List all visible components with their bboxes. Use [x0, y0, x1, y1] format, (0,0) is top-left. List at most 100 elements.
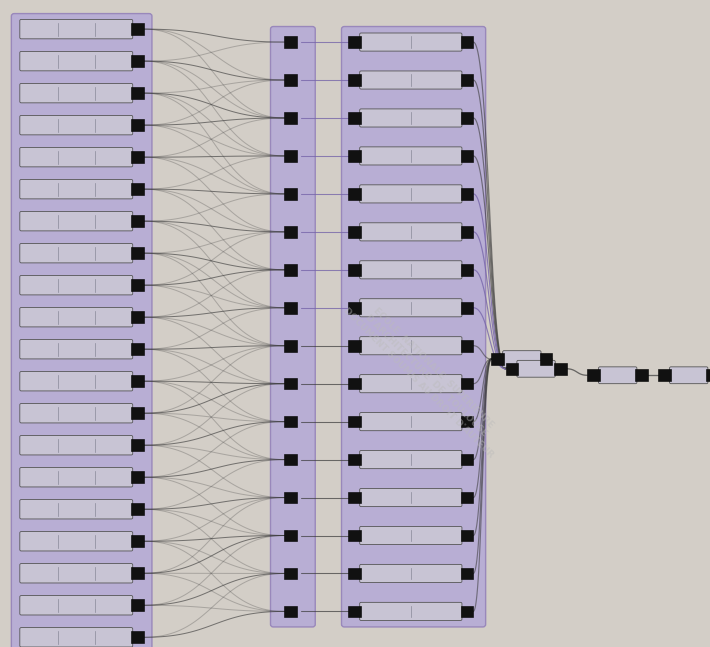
FancyBboxPatch shape	[360, 375, 462, 393]
Bar	[131, 472, 144, 483]
Bar	[131, 151, 144, 163]
Bar	[349, 416, 361, 428]
FancyBboxPatch shape	[342, 27, 486, 627]
Bar	[131, 375, 144, 387]
Bar	[349, 454, 361, 465]
Bar	[131, 536, 144, 547]
Bar	[349, 150, 361, 162]
FancyBboxPatch shape	[360, 223, 462, 241]
Bar	[461, 530, 474, 542]
FancyBboxPatch shape	[20, 148, 133, 167]
Bar	[131, 23, 144, 35]
Bar	[284, 150, 297, 162]
Bar	[461, 188, 474, 200]
Bar	[284, 454, 297, 465]
FancyBboxPatch shape	[11, 14, 152, 647]
Bar	[284, 340, 297, 351]
FancyBboxPatch shape	[20, 19, 133, 39]
Text: ECOLE  NATIONALE  SUPERIEURE
D'ARCHITECTURE  DE  TOULOUSE
DOCUMENT SOUMIS AU DRO: ECOLE NATIONALE SUPERIEURE D'ARCHITECTUR…	[342, 291, 510, 459]
Bar	[461, 74, 474, 86]
Bar	[349, 530, 361, 542]
Bar	[131, 280, 144, 291]
FancyBboxPatch shape	[360, 71, 462, 89]
Bar	[131, 215, 144, 227]
FancyBboxPatch shape	[20, 340, 133, 359]
FancyBboxPatch shape	[360, 261, 462, 279]
Bar	[284, 567, 297, 579]
Bar	[706, 369, 710, 381]
FancyBboxPatch shape	[20, 276, 133, 295]
FancyBboxPatch shape	[20, 404, 133, 423]
FancyBboxPatch shape	[360, 450, 462, 468]
FancyBboxPatch shape	[360, 147, 462, 165]
Bar	[491, 353, 504, 365]
FancyBboxPatch shape	[360, 33, 462, 51]
FancyBboxPatch shape	[360, 336, 462, 355]
FancyBboxPatch shape	[20, 499, 133, 519]
Bar	[131, 55, 144, 67]
Bar	[461, 454, 474, 465]
FancyBboxPatch shape	[360, 602, 462, 620]
FancyBboxPatch shape	[360, 488, 462, 507]
Bar	[284, 378, 297, 389]
Bar	[284, 74, 297, 86]
Bar	[658, 369, 671, 381]
FancyBboxPatch shape	[271, 27, 315, 627]
FancyBboxPatch shape	[20, 371, 133, 391]
Bar	[461, 340, 474, 351]
Bar	[349, 606, 361, 617]
Bar	[284, 302, 297, 314]
FancyBboxPatch shape	[20, 564, 133, 583]
Bar	[131, 311, 144, 323]
Bar	[461, 302, 474, 314]
Bar	[349, 567, 361, 579]
Bar	[540, 353, 552, 365]
Bar	[284, 36, 297, 48]
Bar	[284, 606, 297, 617]
Bar	[349, 264, 361, 276]
FancyBboxPatch shape	[360, 564, 462, 582]
Bar	[131, 600, 144, 611]
Bar	[284, 416, 297, 428]
Bar	[349, 226, 361, 237]
FancyBboxPatch shape	[20, 51, 133, 71]
Bar	[461, 36, 474, 48]
FancyBboxPatch shape	[360, 299, 462, 317]
Bar	[587, 369, 600, 381]
FancyBboxPatch shape	[20, 243, 133, 263]
Bar	[461, 226, 474, 237]
Bar	[554, 363, 567, 375]
FancyBboxPatch shape	[20, 307, 133, 327]
Bar	[461, 416, 474, 428]
Bar	[131, 87, 144, 99]
Bar	[349, 74, 361, 86]
Bar	[349, 36, 361, 48]
FancyBboxPatch shape	[20, 468, 133, 487]
Bar	[461, 264, 474, 276]
FancyBboxPatch shape	[20, 179, 133, 199]
Bar	[461, 378, 474, 389]
Bar	[131, 119, 144, 131]
Bar	[131, 183, 144, 195]
Bar	[131, 439, 144, 451]
FancyBboxPatch shape	[20, 532, 133, 551]
Bar	[461, 112, 474, 124]
FancyBboxPatch shape	[670, 367, 708, 384]
FancyBboxPatch shape	[20, 628, 133, 647]
Bar	[461, 150, 474, 162]
Bar	[284, 264, 297, 276]
FancyBboxPatch shape	[503, 351, 541, 367]
FancyBboxPatch shape	[360, 527, 462, 545]
Bar	[284, 112, 297, 124]
Bar	[284, 188, 297, 200]
FancyBboxPatch shape	[20, 212, 133, 231]
FancyBboxPatch shape	[517, 360, 555, 377]
Bar	[461, 567, 474, 579]
Bar	[635, 369, 648, 381]
Bar	[131, 567, 144, 579]
FancyBboxPatch shape	[599, 367, 637, 384]
Bar	[131, 344, 144, 355]
Bar	[131, 408, 144, 419]
Bar	[349, 378, 361, 389]
FancyBboxPatch shape	[360, 413, 462, 431]
